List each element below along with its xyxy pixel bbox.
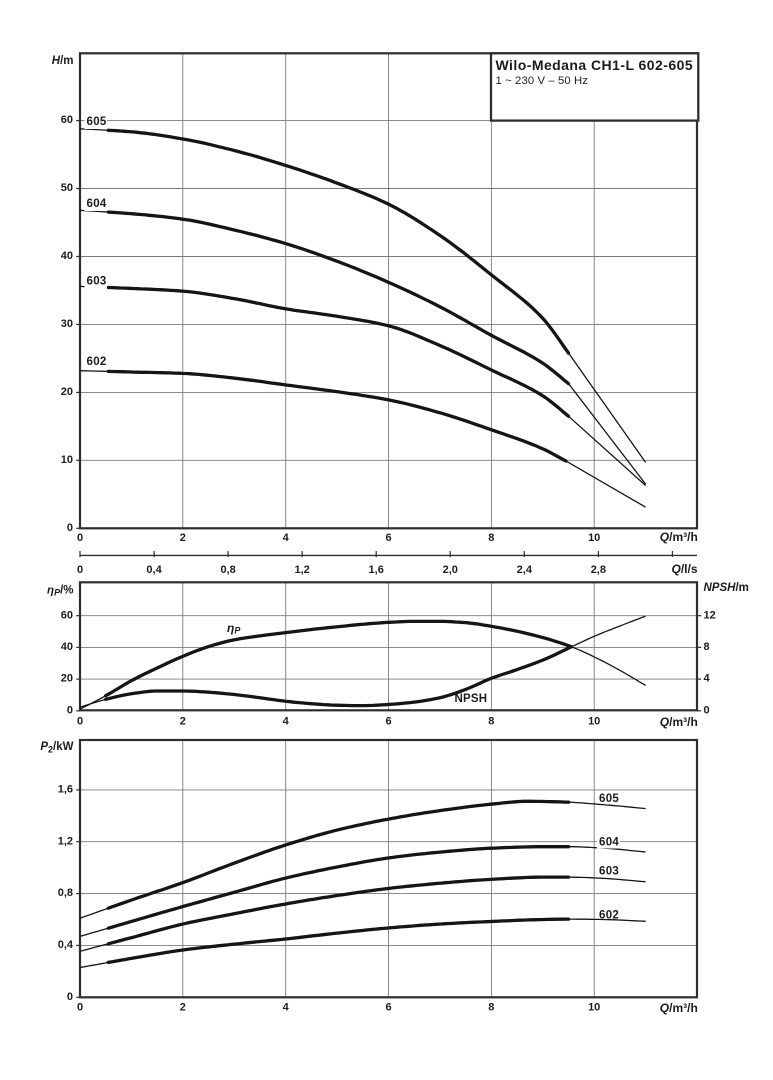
svg-text:Wilo-Medana CH1-L 602-605: Wilo-Medana CH1-L 602-605 [496,57,694,73]
svg-text:602: 602 [599,910,619,922]
svg-text:0: 0 [67,704,73,716]
svg-text:10: 10 [588,1002,600,1014]
svg-text:8: 8 [704,641,710,653]
svg-text:1,2: 1,2 [58,835,73,847]
svg-text:602: 602 [87,356,107,368]
svg-text:10: 10 [61,454,73,466]
svg-text:Q/l/s: Q/l/s [671,562,697,576]
svg-text:8: 8 [488,532,494,544]
svg-text:605: 605 [87,116,107,128]
svg-text:603: 603 [599,866,619,878]
svg-text:2,4: 2,4 [517,564,533,576]
svg-text:0: 0 [67,991,73,1003]
svg-text:60: 60 [61,609,73,621]
svg-text:10: 10 [588,532,600,544]
svg-text:20: 20 [61,386,73,398]
svg-text:0,8: 0,8 [58,887,73,899]
svg-text:0: 0 [77,716,83,728]
svg-text:6: 6 [385,716,391,728]
svg-text:50: 50 [61,182,73,194]
svg-text:8: 8 [488,1002,494,1014]
svg-text:20: 20 [61,673,73,685]
svg-text:40: 40 [61,250,73,262]
svg-text:40: 40 [61,641,73,653]
svg-text:2,8: 2,8 [591,564,606,576]
svg-text:P2/kW: P2/kW [40,741,73,755]
svg-text:30: 30 [61,318,73,330]
svg-text:0,8: 0,8 [220,564,235,576]
svg-text:10: 10 [588,716,600,728]
svg-text:2: 2 [180,532,186,544]
svg-text:ηP: ηP [227,621,241,636]
svg-text:605: 605 [599,793,619,805]
svg-text:2: 2 [180,1002,186,1014]
svg-text:604: 604 [599,837,619,849]
svg-text:1,6: 1,6 [58,783,73,795]
svg-text:0: 0 [67,522,73,534]
svg-text:0: 0 [77,532,83,544]
svg-text:1,2: 1,2 [295,564,310,576]
svg-text:6: 6 [385,1002,391,1014]
svg-text:604: 604 [87,198,107,210]
svg-text:12: 12 [704,609,716,621]
svg-text:6: 6 [385,532,391,544]
svg-text:4: 4 [704,673,711,685]
svg-text:NPSH/m: NPSH/m [704,582,749,594]
svg-text:Q/m³/h: Q/m³/h [660,715,698,729]
svg-text:2: 2 [180,716,186,728]
svg-text:603: 603 [87,276,107,288]
svg-text:Q/m³/h: Q/m³/h [660,1001,698,1015]
svg-text:ηP/%: ηP/% [47,584,73,597]
svg-text:H/m: H/m [52,55,74,67]
svg-text:1,6: 1,6 [369,564,384,576]
svg-text:4: 4 [283,1002,290,1014]
svg-text:0: 0 [77,564,83,576]
svg-text:4: 4 [283,716,290,728]
svg-text:0: 0 [77,1002,83,1014]
svg-text:Q/m³/h: Q/m³/h [660,530,698,544]
svg-text:0: 0 [704,704,710,716]
svg-text:1 ~ 230 V – 50 Hz: 1 ~ 230 V – 50 Hz [496,75,589,87]
svg-text:0,4: 0,4 [146,564,162,576]
svg-text:2,0: 2,0 [443,564,458,576]
svg-text:0,4: 0,4 [58,939,74,951]
svg-text:60: 60 [61,114,73,126]
svg-text:8: 8 [488,716,494,728]
svg-text:4: 4 [283,532,290,544]
svg-text:NPSH: NPSH [455,693,488,705]
